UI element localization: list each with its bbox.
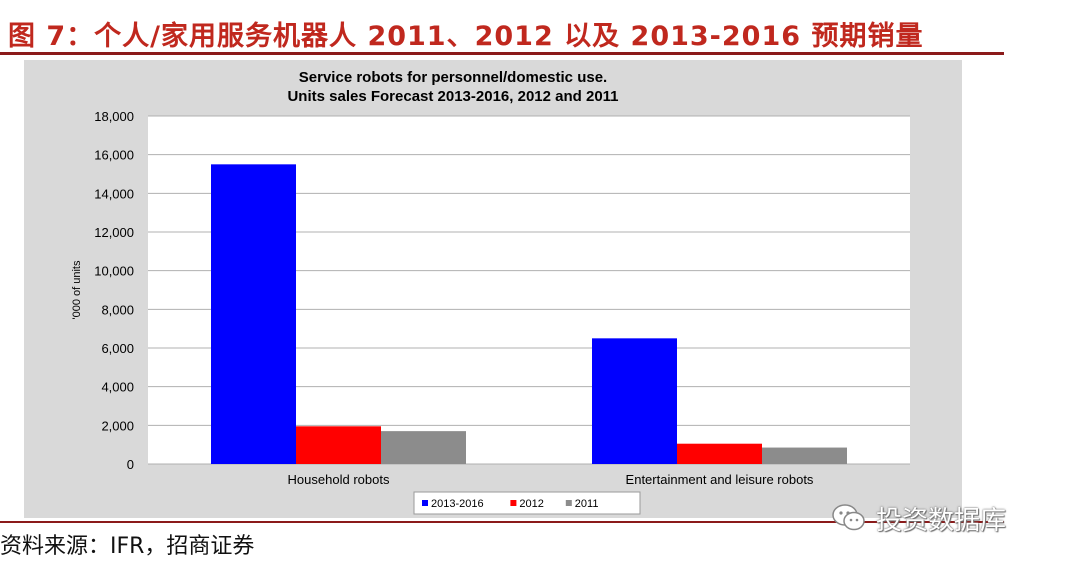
y-tick-labels: 0 2,000 4,000 6,000 8,000 10,000 12,000 14,000 1…	[94, 109, 134, 472]
bottom-divider	[0, 521, 1004, 523]
x-category-labels: Household robots Entertainment and leisur…	[288, 472, 814, 487]
chart-panel: Service robots for personnel/domestic us…	[24, 60, 962, 518]
y-tick-label: 0	[127, 457, 134, 472]
bar	[762, 447, 847, 464]
chart-title: Service robots for personnel/domestic us…	[287, 69, 618, 105]
wechat-icon	[832, 504, 865, 531]
watermark: 投资数据库	[832, 498, 1006, 538]
bar	[592, 338, 677, 464]
legend-swatch	[510, 500, 517, 506]
x-category-label: Household robots	[288, 472, 390, 487]
bar	[381, 431, 466, 464]
legend-swatch	[422, 500, 428, 506]
y-axis-label: '000 of units	[71, 260, 83, 319]
chart-title-line: Service robots for personnel/domestic us…	[299, 69, 607, 86]
y-tick-label: 14,000	[94, 186, 134, 201]
legend-label: 2012	[519, 498, 543, 510]
title-divider	[0, 52, 1004, 55]
legend-swatch	[565, 500, 572, 506]
bar-chart: Service robots for personnel/domestic us…	[71, 69, 910, 515]
source-note: 资料来源：IFR，招商证券	[0, 534, 255, 559]
y-tick-label: 12,000	[94, 225, 134, 240]
y-tick-label: 8,000	[101, 302, 134, 317]
y-tick-label: 10,000	[94, 264, 134, 279]
bar	[296, 426, 381, 464]
watermark-text: 投资数据库	[876, 505, 1007, 536]
bars	[211, 164, 847, 464]
legend: 2013-2016 2012 2011	[413, 491, 641, 515]
y-tick-label: 6,000	[101, 341, 134, 356]
bar	[677, 443, 762, 464]
legend-label: 2011	[575, 498, 599, 510]
figure-title: 图 7：个人/家用服务机器人 2011、2012 以及 2013-2016 预期…	[8, 21, 924, 52]
legend-box	[413, 491, 641, 515]
bar	[211, 164, 296, 464]
chart-title-line: Units sales Forecast 2013-2016, 2012 and…	[287, 88, 618, 105]
legend-label: 2013-2016	[431, 498, 484, 510]
y-tick-label: 18,000	[94, 109, 134, 124]
y-tick-label: 2,000	[101, 418, 134, 433]
y-tick-label: 4,000	[101, 380, 134, 395]
y-tick-label: 16,000	[94, 148, 134, 163]
x-category-label: Entertainment and leisure robots	[626, 472, 814, 487]
